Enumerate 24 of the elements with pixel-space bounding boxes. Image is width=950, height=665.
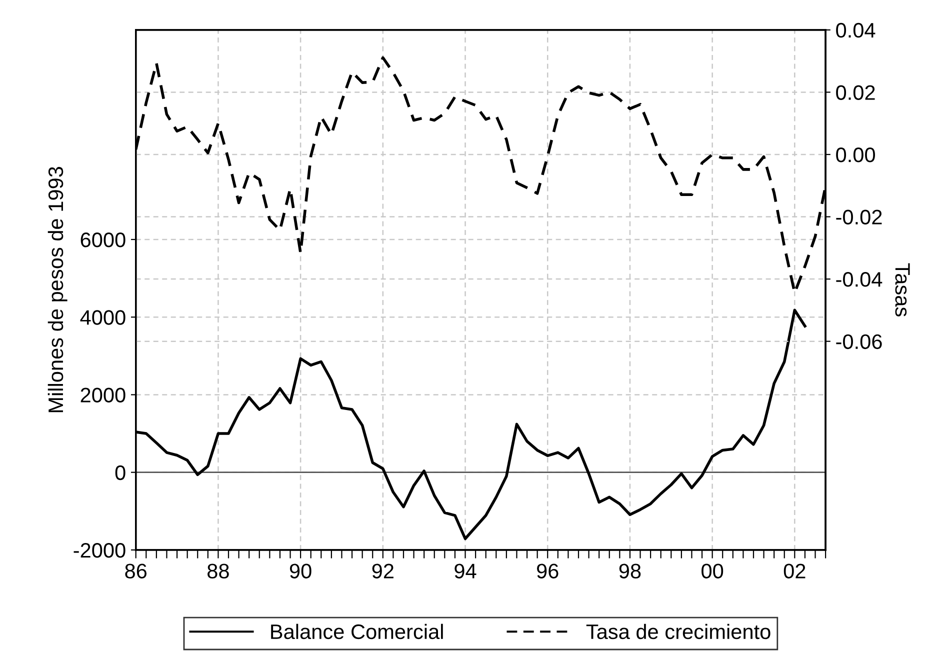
legend-label: Balance Comercial xyxy=(271,624,443,640)
x-tick-label: 94 xyxy=(454,564,476,578)
y-tick-label: 0 xyxy=(115,465,126,480)
y2-tick-label: -0.06 xyxy=(836,334,882,350)
y2-axis-title: Tasas xyxy=(895,263,910,316)
x-tick-label: 92 xyxy=(372,564,394,578)
x-tick-label: 86 xyxy=(125,564,147,578)
y2-tick-label: 0.02 xyxy=(836,85,875,100)
x-tick-label: 88 xyxy=(208,564,229,578)
x-tick-label: 02 xyxy=(784,564,806,578)
y2-tick-label: 0.00 xyxy=(836,147,876,162)
y2-tick-label: -0.02 xyxy=(836,210,882,225)
x-tick-label: 98 xyxy=(619,564,641,578)
y-tick-label: 2000 xyxy=(80,388,126,402)
y-tick-label: -2000 xyxy=(74,542,126,558)
legend-label: Tasa de crecimiento xyxy=(586,624,770,640)
y-tick-label: 4000 xyxy=(80,310,126,325)
x-tick-label: 96 xyxy=(537,564,558,578)
x-tick-label: 90 xyxy=(290,564,312,578)
y-axis-title: Millones de pesos de 1993 xyxy=(48,166,68,412)
y2-tick-label: 0.04 xyxy=(836,22,876,38)
x-tick-label: 00 xyxy=(702,564,724,578)
y-tick-label: 6000 xyxy=(80,232,126,248)
y2-tick-label: -0.04 xyxy=(836,272,882,287)
